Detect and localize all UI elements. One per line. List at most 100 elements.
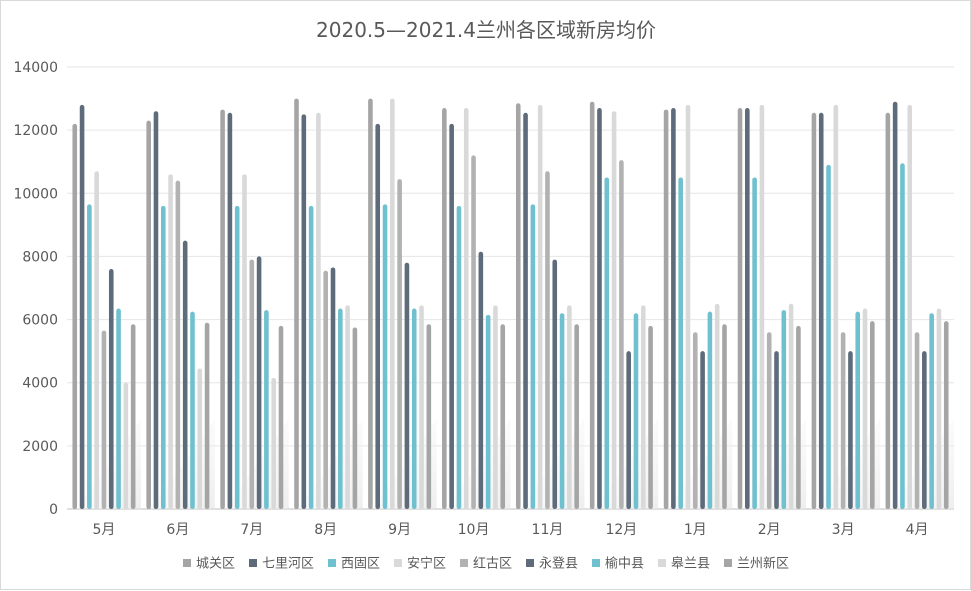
bar [914,332,920,509]
bar [411,308,417,509]
bar [426,324,432,509]
bars [72,98,949,510]
bar [671,108,676,509]
x-tick-label: 11月 [532,522,564,538]
bar [737,108,743,509]
bar [745,108,750,509]
bar [301,114,307,510]
bar [559,313,565,509]
bar [471,155,476,509]
bar [316,112,321,509]
bar [604,177,610,509]
legend-swatch [460,559,468,567]
legend-swatch [183,559,191,567]
x-tick-label: 12月 [605,522,637,538]
bar [264,310,269,509]
bar [862,308,868,509]
legend-label: 榆中县 [605,557,644,572]
bar [537,104,543,509]
legend-swatch [658,559,666,567]
bar [840,332,846,509]
bar [182,240,188,509]
bar [463,108,469,509]
bar [456,205,462,509]
bar [530,204,536,509]
bar [345,305,350,509]
bar [685,104,691,509]
bar [574,324,579,509]
bar [478,251,484,509]
bar [833,104,839,509]
bar [323,270,329,509]
bar [929,313,934,509]
bar [759,104,765,509]
bar [788,303,794,509]
bar [175,180,181,509]
bar [700,351,705,509]
y-tick-label: 12000 [13,123,58,139]
legend-label: 兰州新区 [737,556,789,572]
y-tick-label: 4000 [22,376,58,392]
bar [818,112,824,509]
bar [256,256,262,509]
bar [390,98,395,509]
bar [108,269,114,509]
bar [774,351,779,509]
bar [500,324,506,509]
y-tick-label: 0 [49,502,58,518]
x-tick-label: 1月 [684,522,707,538]
legend-label: 红古区 [473,556,512,572]
bar [943,321,949,509]
legend-swatch [394,559,402,567]
bar [870,321,875,509]
bar [826,164,831,509]
bar [936,308,942,509]
bar [404,262,410,509]
bar [766,332,772,509]
legend-label: 西固区 [341,557,380,572]
bar [375,123,381,509]
legend: 城关区 七里河区 西固区 安宁区 红古区 永登县 榆中县 皋兰县 兰州新区 [183,556,789,572]
legend-swatch [249,559,257,567]
bar [892,101,898,509]
y-tick-label: 10000 [13,186,58,202]
bar [242,174,247,509]
legend-label: 安宁区 [407,556,446,572]
bar [796,325,801,509]
legend-swatch [328,559,336,567]
bar [611,111,617,509]
x-tick-label: 6月 [166,522,189,538]
bar [907,104,913,509]
bar [692,332,698,509]
y-tick-label: 6000 [22,313,58,329]
bar [72,123,78,509]
bar [781,310,787,509]
bar [515,103,521,509]
y-tick-label: 2000 [22,439,58,455]
y-axis: 0 2000 4000 6000 8000 10000 12000 14000 [13,60,58,518]
x-tick-label: 10月 [458,522,490,538]
bar [589,101,595,509]
bar [234,205,240,509]
legend-swatch [724,559,732,567]
bar [633,313,639,509]
bar [79,104,85,509]
bar [382,204,388,509]
bar [442,108,447,509]
bar [308,205,314,509]
bar [294,98,299,509]
bar [249,259,255,509]
bar [271,377,276,509]
bar [190,311,195,509]
bar [123,382,129,509]
bar [94,171,99,509]
bar [368,98,373,509]
bar [449,123,454,509]
bar [811,112,817,509]
bar [87,204,92,509]
y-tick-label: 14000 [13,60,58,76]
bar [278,325,284,509]
bar [648,325,653,509]
bar [227,112,233,509]
